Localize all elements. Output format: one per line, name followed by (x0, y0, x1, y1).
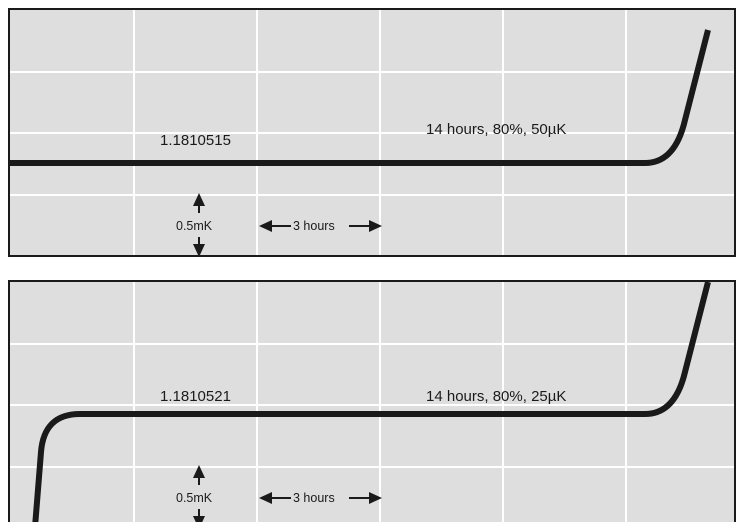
chart-panel-bottom: 1.1810521 14 hours, 80%, 25µK 0.5mK 3 ho… (8, 280, 736, 522)
arrow-right-icon (369, 220, 382, 232)
condition-label-bottom: 14 hours, 80%, 25µK (426, 388, 567, 405)
horizontal-scale-label-bottom: 3 hours (293, 491, 335, 505)
grid-bottom (10, 282, 734, 522)
trace-line-top (10, 29, 711, 166)
condition-label-top: 14 hours, 80%, 50µK (426, 121, 567, 138)
arrow-left-icon (259, 220, 272, 232)
vertical-scale-label-bottom: 0.5mK (176, 491, 213, 505)
arrow-up-icon (193, 193, 205, 206)
chart-plot-bottom (10, 282, 734, 522)
chart-plot-top (10, 10, 734, 255)
arrow-right-icon (369, 492, 382, 504)
arrow-up-icon (193, 465, 205, 478)
vertical-scale-arrow (193, 465, 205, 522)
horizontal-scale-arrow (259, 492, 382, 504)
sample-label-bottom: 1.1810521 (160, 388, 231, 405)
vertical-scale-arrow (193, 193, 205, 255)
vertical-scale-label-top: 0.5mK (176, 219, 213, 233)
horizontal-scale-arrow (259, 220, 382, 232)
chart-panel-top: 1.1810515 14 hours, 80%, 50µK 0.5mK 3 ho… (8, 8, 736, 257)
arrow-down-icon (193, 244, 205, 255)
sample-label-top: 1.1810515 (160, 132, 231, 149)
arrow-down-icon (193, 516, 205, 522)
arrow-left-icon (259, 492, 272, 504)
grid-top (10, 10, 734, 255)
horizontal-scale-label-top: 3 hours (293, 219, 335, 233)
trace-line-bottom (32, 282, 711, 522)
